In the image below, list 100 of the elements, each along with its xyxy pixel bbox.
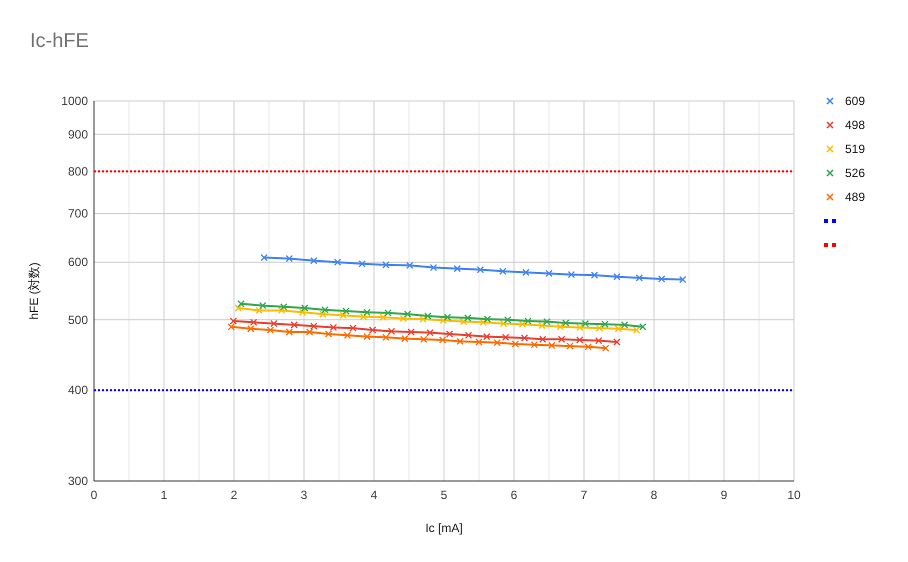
point bbox=[404, 310, 412, 318]
point bbox=[518, 320, 526, 328]
point bbox=[456, 338, 464, 345]
point bbox=[280, 303, 288, 310]
point bbox=[266, 326, 274, 334]
point bbox=[444, 314, 452, 321]
point bbox=[260, 254, 268, 262]
point bbox=[400, 314, 408, 322]
legend-label: 526 bbox=[845, 166, 866, 180]
point bbox=[298, 308, 306, 316]
point bbox=[614, 325, 622, 332]
x-tick-label: 8 bbox=[650, 488, 658, 502]
point bbox=[237, 300, 245, 308]
point bbox=[324, 330, 332, 338]
point bbox=[430, 264, 438, 272]
point bbox=[234, 304, 242, 312]
x-tick-label: 3 bbox=[300, 488, 308, 502]
x-tick-label: 10 bbox=[787, 488, 801, 502]
y-tick-label: 500 bbox=[68, 312, 88, 327]
point bbox=[286, 254, 293, 262]
point bbox=[363, 332, 371, 340]
point bbox=[596, 324, 604, 332]
x-tick-label: 9 bbox=[720, 488, 728, 502]
point bbox=[344, 332, 352, 339]
point bbox=[382, 334, 390, 341]
point bbox=[504, 316, 512, 324]
point bbox=[562, 319, 570, 327]
point bbox=[247, 325, 254, 332]
point bbox=[464, 332, 472, 339]
point bbox=[512, 340, 520, 348]
x-tick-label: 6 bbox=[510, 488, 518, 502]
point bbox=[639, 323, 646, 330]
point bbox=[321, 306, 329, 314]
point bbox=[484, 315, 492, 323]
legend-label: 489 bbox=[845, 190, 866, 204]
point bbox=[290, 321, 298, 329]
point bbox=[384, 309, 392, 317]
point bbox=[582, 320, 590, 328]
point bbox=[524, 317, 532, 325]
point bbox=[310, 322, 318, 330]
point bbox=[601, 320, 609, 328]
point bbox=[259, 302, 266, 310]
y-tick-label: 1000 bbox=[61, 94, 88, 108]
point bbox=[464, 314, 472, 322]
y-tick-label: 800 bbox=[68, 164, 88, 178]
point bbox=[330, 324, 338, 332]
point bbox=[310, 257, 318, 264]
legend-label: 519 bbox=[845, 142, 866, 156]
x-tick-label: 4 bbox=[370, 488, 378, 502]
x-tick-label: 7 bbox=[580, 488, 588, 502]
point bbox=[440, 316, 447, 324]
point bbox=[590, 271, 598, 279]
point bbox=[363, 308, 371, 316]
point bbox=[306, 328, 314, 336]
point bbox=[228, 323, 235, 330]
chart-title: Ic-hFE bbox=[30, 30, 89, 52]
point bbox=[368, 326, 376, 334]
point bbox=[270, 320, 278, 328]
point bbox=[530, 341, 538, 348]
point bbox=[679, 276, 686, 284]
legend-label: 609 bbox=[845, 94, 866, 108]
point bbox=[382, 261, 390, 269]
point bbox=[499, 268, 506, 275]
point bbox=[522, 268, 530, 276]
point bbox=[407, 328, 415, 336]
point bbox=[613, 273, 621, 280]
point bbox=[426, 329, 434, 336]
point bbox=[558, 336, 566, 343]
point bbox=[568, 270, 576, 278]
point bbox=[620, 321, 628, 329]
point bbox=[230, 317, 237, 325]
point bbox=[520, 334, 528, 342]
point bbox=[301, 304, 308, 312]
point bbox=[250, 318, 258, 326]
point bbox=[545, 270, 553, 278]
point bbox=[256, 306, 263, 314]
point bbox=[360, 312, 368, 320]
point bbox=[556, 323, 564, 330]
y-tick-label: 700 bbox=[68, 206, 88, 221]
point bbox=[602, 344, 610, 352]
point bbox=[538, 322, 546, 330]
point bbox=[475, 338, 483, 346]
point bbox=[494, 339, 501, 346]
point bbox=[566, 342, 574, 350]
point bbox=[388, 328, 396, 335]
point bbox=[502, 334, 510, 341]
point bbox=[278, 306, 286, 314]
point bbox=[401, 334, 408, 342]
x-tick-label: 0 bbox=[90, 488, 98, 502]
point bbox=[576, 324, 584, 332]
point bbox=[539, 336, 546, 343]
point bbox=[500, 320, 508, 328]
point bbox=[460, 318, 468, 326]
point bbox=[658, 275, 666, 283]
point bbox=[548, 342, 556, 350]
point bbox=[419, 315, 427, 323]
point bbox=[584, 343, 592, 350]
point bbox=[286, 328, 293, 336]
y-tick-label: 400 bbox=[68, 383, 88, 398]
point bbox=[595, 336, 602, 344]
